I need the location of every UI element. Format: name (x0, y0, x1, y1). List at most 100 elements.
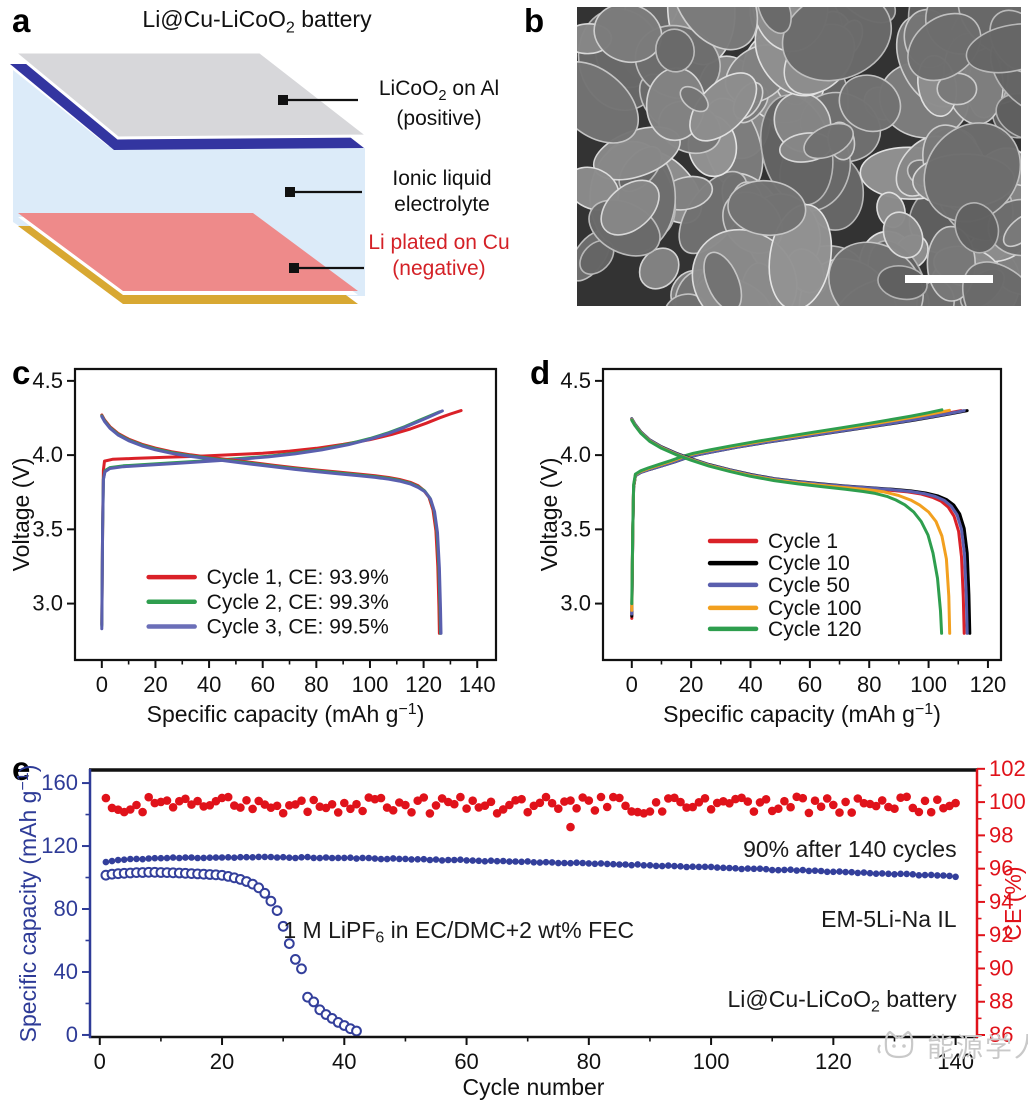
anode-callout-line1: Li plated on Cu (368, 231, 510, 254)
svg-text:20: 20 (210, 1049, 234, 1074)
svg-text:Li@Cu-LiCoO2 battery: Li@Cu-LiCoO2 battery (727, 986, 957, 1016)
svg-text:3.0: 3.0 (560, 591, 591, 616)
line-cycle120-discharge (630, 418, 944, 635)
svg-text:Specific capacity (mAh g−1): Specific capacity (mAh g−1) (147, 701, 425, 727)
svg-text:40: 40 (332, 1049, 356, 1074)
chart-voltage-capacity-il: 0 20 40 60 80 100 120 140 3.0 3.5 4.0 4.5 Specific c… (8, 368, 498, 727)
svg-text:86: 86 (989, 1022, 1013, 1047)
svg-text:60: 60 (454, 1049, 478, 1074)
chart-cycling-performance: 0 20 40 60 80 100 120 140 0 40 80 120 160 86 88 90 92 94 9… (15, 756, 1026, 1100)
svg-text:Specific capacity (mAh g−1): Specific capacity (mAh g−1) (663, 701, 941, 727)
svg-text:Cycle 1: Cycle 1 (768, 530, 838, 553)
scatter-capacity-carbonate-electrolyte (100, 866, 362, 1037)
battery-schematic (9, 50, 373, 304)
cathode-sheet (9, 50, 373, 140)
anode-callout-line2: (negative) (392, 257, 486, 281)
svg-text:90: 90 (989, 955, 1013, 980)
line-cycle3-discharge (100, 415, 443, 635)
svg-text:60: 60 (798, 672, 822, 697)
line-cycle3-charge (100, 409, 444, 631)
svg-text:80: 80 (857, 672, 881, 697)
svg-text:0: 0 (626, 672, 638, 697)
svg-text:Cycle 1, CE: 93.9%: Cycle 1, CE: 93.9% (207, 566, 389, 589)
svg-text:100: 100 (352, 672, 389, 697)
svg-text:160: 160 (41, 770, 78, 795)
svg-text:EM-5Li-Na IL: EM-5Li-Na IL (821, 906, 957, 932)
svg-text:100: 100 (910, 672, 947, 697)
series (630, 408, 972, 635)
svg-text:140: 140 (459, 672, 496, 697)
electrolyte-callout-line1: Ionic liquid (392, 167, 492, 190)
line-cycle120-charge (630, 408, 944, 606)
sem-scale-bar (905, 275, 993, 283)
electrolyte-callout-label: Ionic liquid electrolyte (366, 166, 518, 219)
chart-voltage-capacity-cycles: 0 20 40 60 80 100 120 3.0 3.5 4.0 4.5 Specific capa… (536, 368, 1007, 727)
panel-e-label: e (12, 750, 31, 787)
svg-text:CE (%): CE (%) (1000, 866, 1026, 940)
svg-text:90% after 140 cycles: 90% after 140 cycles (743, 836, 957, 862)
callout-lines (278, 95, 364, 273)
svg-text:Cycle 3, CE: 99.5%: Cycle 3, CE: 99.5% (207, 616, 389, 639)
svg-text:4.5: 4.5 (32, 368, 63, 393)
series (100, 409, 463, 635)
svg-text:1 M LiPF6 in EC/DMC+2 wt% FEC: 1 M LiPF6 in EC/DMC+2 wt% FEC (283, 917, 634, 947)
svg-text:Cycle 50: Cycle 50 (768, 574, 850, 597)
svg-text:96: 96 (989, 856, 1013, 881)
svg-text:120: 120 (405, 672, 442, 697)
svg-text:120: 120 (970, 672, 1007, 697)
scatter-coulombic-efficiency (101, 792, 960, 832)
svg-text:40: 40 (54, 959, 78, 984)
svg-text:Cycle 2, CE: 99.3%: Cycle 2, CE: 99.3% (207, 591, 389, 614)
line-cycle1-charge (100, 409, 463, 626)
watermark: 能源学人 (876, 1026, 1028, 1065)
svg-text:20: 20 (679, 672, 703, 697)
svg-text:Cycle 10: Cycle 10 (768, 552, 850, 575)
cathode-callout-label: LiCoO2 on Al (positive) (360, 76, 518, 132)
svg-text:20: 20 (143, 672, 167, 697)
svg-text:Cycle 120: Cycle 120 (768, 618, 861, 641)
svg-text:80: 80 (577, 1049, 601, 1074)
svg-text:4.0: 4.0 (32, 442, 63, 467)
panel-a-label: a (12, 2, 31, 39)
svg-text:3.0: 3.0 (32, 591, 63, 616)
li-plated-layer (18, 213, 358, 291)
cathode-callout-line1: LiCoO2 on Al (378, 77, 500, 105)
electrolyte-callout-line2: electrolyte (394, 193, 490, 217)
svg-text:60: 60 (250, 672, 274, 697)
panel-a-title: Li@Cu-LiCoO2 battery (142, 6, 372, 37)
svg-text:88: 88 (989, 989, 1013, 1014)
watermark-text: 能源学人 (927, 1033, 1028, 1063)
svg-text:0: 0 (66, 1022, 78, 1047)
svg-text:4.5: 4.5 (560, 368, 591, 393)
svg-text:100: 100 (989, 789, 1026, 814)
svg-text:80: 80 (54, 896, 78, 921)
svg-text:40: 40 (197, 672, 221, 697)
svg-text:0: 0 (94, 1049, 106, 1074)
cat-logo-icon (877, 1030, 914, 1058)
svg-text:0: 0 (96, 672, 108, 697)
svg-text:100: 100 (693, 1049, 730, 1074)
panel-b-label: b (524, 2, 545, 39)
svg-text:3.5: 3.5 (32, 516, 63, 541)
svg-text:120: 120 (41, 833, 78, 858)
svg-text:3.5: 3.5 (560, 516, 591, 541)
svg-text:120: 120 (815, 1049, 852, 1074)
svg-text:92: 92 (989, 922, 1013, 947)
sem-micrograph (577, 7, 1021, 306)
svg-text:Specific capacity (mAh g−1): Specific capacity (mAh g−1) (15, 765, 41, 1043)
svg-text:94: 94 (989, 889, 1013, 914)
cathode-callout-line2: (positive) (396, 106, 482, 130)
svg-text:Voltage (V): Voltage (V) (536, 458, 562, 572)
svg-text:80: 80 (304, 672, 328, 697)
scatter-capacity-EM-5Li-Na-IL (102, 853, 959, 881)
panel-d-label: d (530, 354, 551, 391)
panel-c-label: c (12, 354, 31, 391)
svg-text:102: 102 (989, 756, 1026, 781)
svg-text:4.0: 4.0 (560, 442, 591, 467)
svg-text:Cycle 100: Cycle 100 (768, 597, 861, 620)
svg-text:Voltage (V): Voltage (V) (8, 458, 34, 572)
svg-text:Cycle number: Cycle number (463, 1074, 605, 1100)
anode-callout-label: Li plated on Cu (negative) (350, 230, 528, 283)
svg-text:98: 98 (989, 822, 1013, 847)
